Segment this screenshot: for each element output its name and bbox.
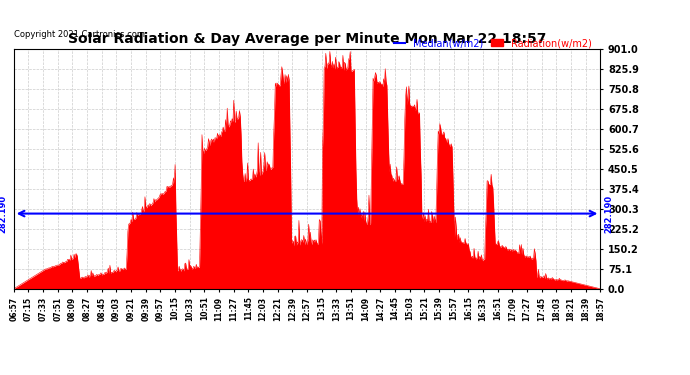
Text: Copyright 2021 Cartronics.com: Copyright 2021 Cartronics.com [14, 30, 145, 39]
Text: 282.190: 282.190 [604, 195, 613, 232]
Title: Solar Radiation & Day Average per Minute Mon Mar 22 18:57: Solar Radiation & Day Average per Minute… [68, 32, 546, 46]
Text: 282.190: 282.190 [0, 195, 8, 232]
Legend: Median(w/m2), Radiation(w/m2): Median(w/m2), Radiation(w/m2) [390, 34, 595, 52]
